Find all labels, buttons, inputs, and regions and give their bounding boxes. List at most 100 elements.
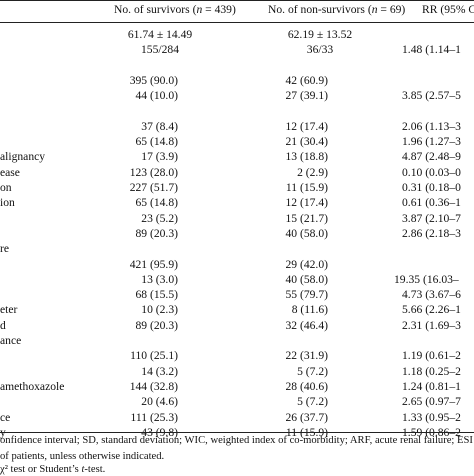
rr-value: 1.19 (0.61–2 [402, 349, 461, 363]
nonsurvivors-value: 22 (31.9) [285, 349, 328, 363]
footnote-3: χ² test or Student’s t-test. [0, 463, 105, 476]
survivors-value: 227 (51.7) [129, 181, 178, 194]
row-label: ance [0, 334, 22, 347]
table-row: amethoxazole 144 (32.8) 28 (40.6) 1.24 (0.8… [0, 379, 474, 395]
table-row: 61.74 ± 14.49 62.19 ± 13.52 [0, 27, 474, 43]
nonsurvivors-value: 27 (39.1) [285, 89, 328, 103]
survivors-value: 20 (4.6) [141, 395, 178, 409]
survivors-value: 89 (20.3) [135, 226, 178, 240]
nonsurvivors-value: 42 (60.9) [285, 73, 328, 87]
rr-value: 0.61 (0.36–1 [402, 196, 461, 210]
table-row: ce 111 (25.3) 26 (37.7) 1.33 (0.95–2 [0, 410, 474, 426]
table-row: 110 (25.1) 22 (31.9) 1.19 (0.61–2 [0, 348, 474, 364]
nonsurvivors-value: 21 (30.4) [285, 135, 328, 149]
rr-value: 0.10 (0.03–0 [402, 165, 461, 179]
survivors-value: 23 (5.2) [141, 211, 178, 225]
rr-value: 0.31 (0.18–0 [402, 181, 461, 194]
nonsurvivors-value: 15 (21.7) [285, 211, 328, 225]
table-row: 68 (15.5) 55 (79.7) 4.73 (3.67–6 [0, 287, 474, 303]
nonsurvivors-value: 55 (79.7) [285, 288, 328, 302]
rr-value: 2.86 (2.18–3 [402, 226, 461, 240]
table-bottom-rule [0, 432, 474, 433]
survivors-value: 65 (14.8) [135, 196, 178, 210]
rr-value: 4.73 (3.67–6 [402, 288, 461, 302]
survivors-value: 68 (15.5) [135, 288, 178, 302]
nonsurvivors-value: 11 (15.9) [285, 181, 328, 194]
header-rule [0, 22, 474, 23]
row-label: ce [0, 410, 11, 424]
rr-value: 1.33 (0.95–2 [402, 410, 461, 424]
nonsurvivors-value: 36/33 [306, 43, 334, 57]
rr-value: 5.66 (2.26–1 [402, 303, 461, 317]
nonsurvivors-value: 12 (17.4) [285, 196, 328, 210]
nonsurvivors-value: 8 (11.6) [291, 303, 328, 317]
nonsurvivors-value: 29 (42.0) [285, 257, 328, 271]
nonsurvivors-value: 40 (58.0) [285, 226, 328, 240]
header-nonsurvivors: No. of non-survivors (n = 69) [268, 0, 405, 20]
survivors-value: 61.74 ± 14.49 [127, 28, 193, 41]
row-label: alignancy [0, 150, 46, 164]
survivors-value: 13 (3.0) [141, 272, 178, 286]
header-survivors: No. of survivors (n = 439) [114, 0, 236, 20]
row-label: re [0, 242, 10, 256]
nonsurvivors-value: 2 (2.9) [297, 165, 328, 179]
header-survivors-text: No. of survivors (n = 439) [114, 3, 236, 16]
row-label: ion [0, 196, 15, 210]
rr-value: 3.87 (2.10–7 [402, 211, 461, 225]
survivors-value: 110 (25.1) [130, 349, 178, 363]
table-row: 89 (20.3) 40 (58.0) 2.86 (2.18–3 [0, 226, 474, 242]
rr-value: 2.65 (0.97–7 [402, 395, 461, 409]
row-label: d [0, 318, 6, 332]
table-row: 37 (8.4) 12 (17.4) 2.06 (1.13–3 [0, 119, 474, 135]
row-label: amethoxazole [0, 379, 65, 393]
survivors-value: 65 (14.8) [135, 135, 178, 149]
table-row: 395 (90.0) 42 (60.9) [0, 73, 474, 89]
survivors-value: 10 (2.3) [141, 303, 178, 317]
survivors-value: 111 (25.3) [130, 410, 178, 424]
table-row: 421 (95.9) 29 (42.0) [0, 257, 474, 273]
nonsurvivors-value: 62.19 ± 13.52 [287, 28, 353, 41]
table-row: 155/284 36/33 1.48 (1.14–1 [0, 42, 474, 58]
survivors-value: 17 (3.9) [141, 150, 178, 164]
table-row: eter 10 (2.3) 8 (11.6) 5.66 (2.26–1 [0, 302, 474, 318]
table-row: d 89 (20.3) 32 (46.4) 2.31 (1.69–3 [0, 318, 474, 334]
footnote-2: of patients, unless otherwise indicated. [0, 451, 165, 462]
survivors-value: 44 (10.0) [135, 89, 178, 103]
survivors-value: 155/284 [140, 43, 179, 57]
table-row: ion 65 (14.8) 12 (17.4) 0.61 (0.36–1 [0, 195, 474, 211]
survivors-value: 37 (8.4) [141, 119, 178, 133]
nonsurvivors-value: 26 (37.7) [285, 410, 328, 424]
table-row: ance [0, 333, 474, 349]
header-rr-text: RR (95% C [422, 3, 474, 16]
survivors-value: 421 (95.9) [129, 257, 178, 271]
table-row [0, 104, 474, 120]
table-row: re [0, 241, 474, 257]
header-nonsurvivors-text: No. of non-survivors (n = 69) [268, 3, 406, 16]
rr-value: 2.31 (1.69–3 [402, 318, 461, 332]
table-row: ease 123 (28.0) 2 (2.9) 0.10 (0.03–0 [0, 165, 474, 181]
nonsurvivors-value: 13 (18.8) [285, 150, 328, 164]
header-rr: RR (95% C [422, 0, 474, 20]
table-row: 14 (3.2) 5 (7.2) 1.18 (0.25–2 [0, 364, 474, 380]
rr-value: 1.24 (0.81–1 [402, 379, 461, 393]
table-row: 44 (10.0) 27 (39.1) 3.85 (2.57–5 [0, 88, 474, 104]
row-label: on [0, 181, 12, 194]
nonsurvivors-value: 12 (17.4) [285, 119, 328, 133]
table-row: 23 (5.2) 15 (21.7) 3.87 (2.10–7 [0, 211, 474, 227]
table-row [0, 58, 474, 74]
rr-value: 4.87 (2.48–9 [402, 150, 461, 164]
nonsurvivors-value: 40 (58.0) [285, 272, 328, 286]
survivors-value: 144 (32.8) [129, 379, 178, 393]
table-row: 13 (3.0) 40 (58.0) 19.35 (16.03– [0, 272, 474, 288]
table-row: 20 (4.6) 5 (7.2) 2.65 (0.97–7 [0, 394, 474, 410]
rr-value: 1.96 (1.27–3 [402, 135, 461, 149]
rr-value: 3.85 (2.57–5 [402, 89, 461, 103]
nonsurvivors-value: 28 (40.6) [285, 379, 328, 393]
footnote-1: onfidence interval; SD, standard deviati… [0, 435, 473, 446]
survivors-value: 14 (3.2) [141, 364, 178, 378]
rr-value: 1.18 (0.25–2 [402, 364, 461, 378]
survivors-value: 89 (20.3) [135, 318, 178, 332]
survivors-value: 123 (28.0) [129, 165, 178, 179]
rr-value: 19.35 (16.03– [394, 272, 459, 286]
